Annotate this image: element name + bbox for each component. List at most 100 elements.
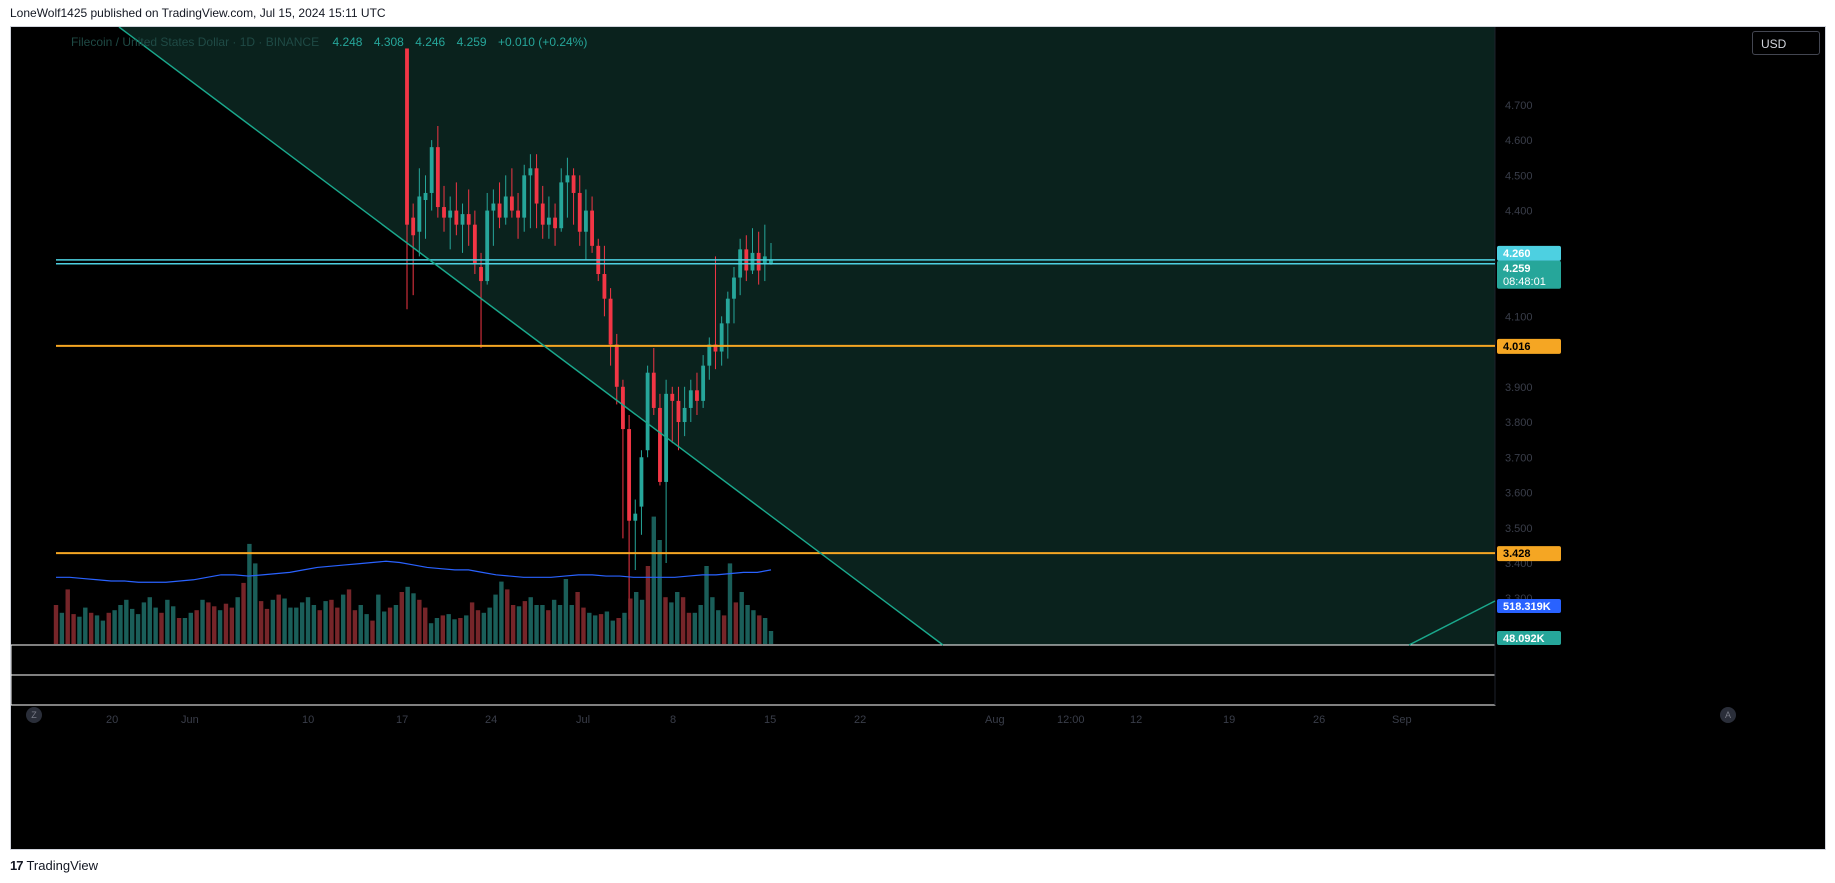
x-tick-label: 20 [106,714,118,726]
y-tick-label: 4.100 [1505,311,1533,323]
volume-bar [757,615,762,644]
x-tick-label: Jun [181,714,199,726]
volume-bar [288,607,293,644]
candle-body [571,175,576,193]
auto-zoom-button[interactable]: Z [26,707,42,723]
candle-body [423,192,428,201]
volume-bar [587,612,592,644]
volume-bar [299,602,305,644]
y-tick-label: 3.800 [1505,417,1533,429]
volume-bar [645,566,651,644]
y-tick-label: 4.400 [1505,206,1533,218]
volume-bar [329,599,334,644]
candle-body [405,48,409,225]
currency-button[interactable]: USD [1752,31,1820,55]
x-tick-label: 10 [302,714,314,726]
volume-bar [540,605,545,644]
auto-scale-button[interactable]: A [1720,707,1736,723]
candle-body [695,390,699,401]
volume-bar [270,599,276,644]
volume-bar [364,614,369,644]
candle-body [633,513,638,521]
volume-bar [745,605,750,644]
volume-label-bg [1497,599,1561,613]
candle-body [454,210,459,225]
symbol-title: Filecoin / United States Dollar · 1D · B… [71,35,320,49]
volume-bar [247,543,252,644]
candle-body [621,386,625,430]
candle-body [546,217,551,225]
countdown-label-text: 08:48:01 [1503,276,1546,288]
volume-bar [634,592,639,644]
candle-body [707,344,712,366]
volume-bar [352,610,358,644]
volume-bar [106,612,111,644]
volume-bar [452,619,457,644]
volume-bar [118,605,123,644]
downtrend-line [118,27,944,646]
legend-change: +0.010 (+0.24%) [497,35,588,49]
volume-bar [317,610,322,644]
volume-bar [675,592,680,644]
price-chart[interactable]: 4.700 4.600 4.500 4.400 4.100 3.900 3.800 3.700… [11,27,1825,849]
y-tick-label: 4.500 [1505,170,1533,182]
candle-body [540,203,545,225]
candle-body [676,400,681,423]
chart-frame[interactable]: 4.700 4.600 4.500 4.400 4.100 3.900 3.800 3.700… [10,26,1826,850]
candle-body [565,175,570,183]
volume-bar [381,611,387,644]
volume-bar [505,589,510,644]
candle-body [509,196,514,211]
candle-body [553,217,557,229]
x-tick-label: Aug [985,714,1005,726]
volume-bar [124,599,129,644]
volume-bar [376,594,381,644]
x-tick-label: 24 [485,714,497,726]
volume-bar [399,592,404,644]
x-tick-label: 19 [1223,714,1235,726]
volume-bar [469,602,475,644]
price-label-bg [1497,260,1561,289]
volume-ma-line [56,560,772,583]
uptrend-line [1408,600,1496,646]
volume-bar [727,563,733,644]
volume-bar [698,605,703,644]
trend-zone-fill [119,27,1495,645]
volume-bar [628,598,633,644]
volume-bar [751,610,756,644]
volume-bar [88,612,94,644]
volume-label-text: 518.319K [1503,601,1551,613]
legend-close: 4.259 [456,35,487,49]
x-tick-label: 12 [1130,714,1142,726]
volume-bar [516,606,522,644]
y-tick-label: 3.900 [1505,382,1533,394]
volume-bar [370,620,375,644]
candle-body [590,210,594,246]
x-tick-label: Sep [1392,714,1412,726]
candle-body [503,196,508,218]
volume-bar [112,610,117,644]
volume-label-bg [1497,631,1561,645]
volume-bar [147,597,152,644]
price-label-bg [1497,245,1561,261]
volume-bar [499,581,504,644]
x-tick-label: 8 [670,714,676,726]
volume-bar [458,618,463,644]
volume-bar [598,614,604,644]
volume-bar [264,608,270,644]
volume-bar [165,599,170,644]
volume-bar [393,605,399,644]
volume-bar [282,598,287,644]
price-label-text: 4.016 [1503,341,1531,353]
candle-body [608,298,613,345]
volume-bar [768,631,774,644]
candle-body [627,429,632,521]
volume-bar [135,614,141,644]
candle-body [651,372,656,408]
volume-bar [434,618,440,644]
candle-body [472,224,477,264]
volume-bar [428,623,434,644]
candle-body [435,147,440,208]
candle-body [602,274,607,299]
candle-body [411,217,416,236]
